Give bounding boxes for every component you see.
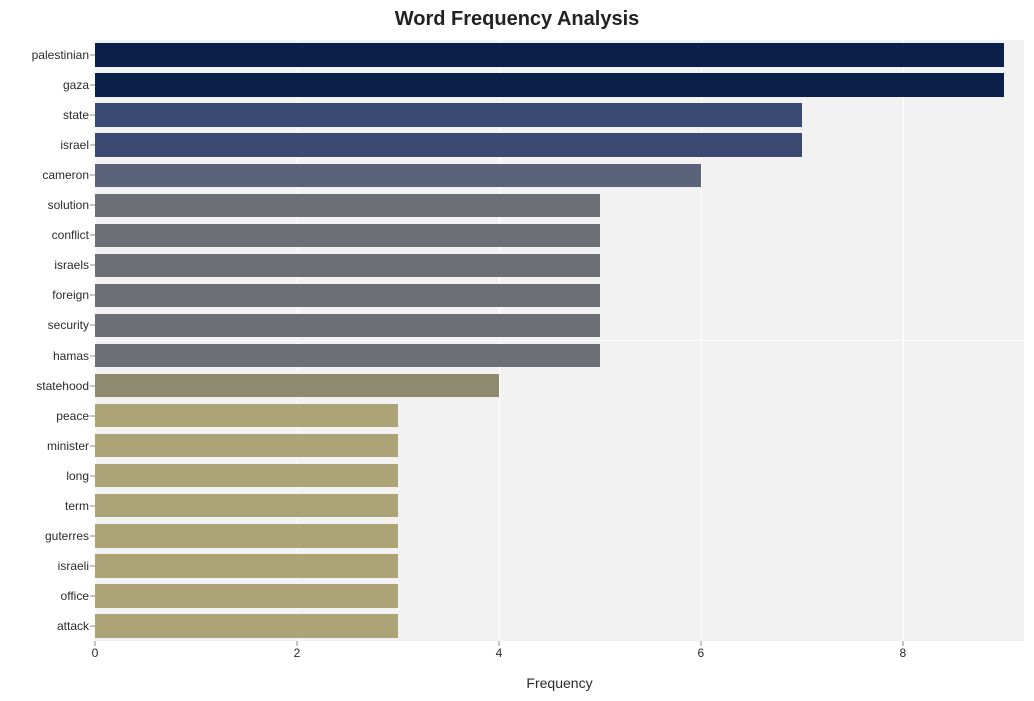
gridline [499, 40, 500, 641]
y-tick-label: foreign [52, 289, 95, 301]
gridline [701, 40, 702, 641]
chart-container: Word Frequency Analysis 02468palestinian… [0, 0, 1034, 701]
y-tick-label: solution [48, 199, 95, 211]
bar [95, 164, 701, 187]
gridline [95, 40, 96, 641]
gridline [903, 40, 904, 641]
x-tick-label: 4 [496, 647, 503, 659]
x-tick-label: 0 [92, 647, 99, 659]
bar [95, 374, 499, 397]
x-axis-label: Frequency [526, 675, 592, 691]
x-tick-label: 2 [294, 647, 301, 659]
bar [95, 524, 398, 547]
bar [95, 404, 398, 427]
bar [95, 133, 802, 156]
y-tick-label: cameron [42, 169, 95, 181]
bar [95, 103, 802, 126]
x-tick-label: 6 [698, 647, 705, 659]
plot-inner: 02468palestiniangazastateisraelcameronso… [95, 40, 1024, 641]
bar [95, 314, 600, 337]
plot-area: 02468palestiniangazastateisraelcameronso… [95, 40, 1024, 641]
y-tick-label: hamas [53, 350, 95, 362]
y-tick-label: israels [54, 259, 95, 271]
gridline [297, 40, 298, 641]
y-tick-label: minister [47, 440, 95, 452]
bar [95, 464, 398, 487]
bar [95, 344, 600, 367]
y-tick-label: statehood [36, 380, 95, 392]
bar [95, 194, 600, 217]
bar [95, 434, 398, 457]
bar [95, 43, 1004, 66]
y-tick-label: guterres [45, 530, 95, 542]
chart-title: Word Frequency Analysis [0, 8, 1034, 31]
bar [95, 254, 600, 277]
bar [95, 284, 600, 307]
bar [95, 614, 398, 637]
y-tick-label: conflict [52, 229, 95, 241]
bar [95, 554, 398, 577]
y-tick-label: palestinian [32, 49, 95, 61]
bar [95, 494, 398, 517]
x-tick-label: 8 [899, 647, 906, 659]
bar [95, 584, 398, 607]
y-tick-label: security [48, 319, 95, 331]
bar [95, 73, 1004, 96]
bar [95, 224, 600, 247]
